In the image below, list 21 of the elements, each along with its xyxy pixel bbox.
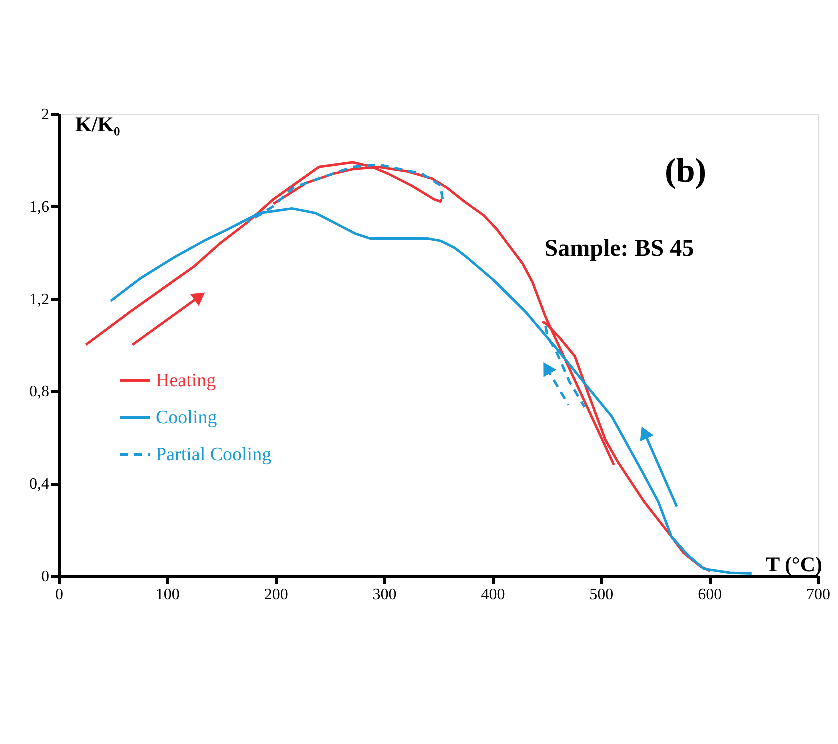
x-tick-label: 200 [264, 586, 288, 604]
x-axis-title: T (°C) [766, 552, 822, 576]
legend-label: Cooling [156, 408, 218, 428]
y-tick-label: 0,4 [30, 476, 50, 494]
y-tick-label: 0,8 [30, 384, 50, 401]
x-tick-label: 400 [481, 586, 506, 604]
y-axis-title: K/K₀ [76, 112, 120, 136]
x-tick-label: 0 [56, 586, 64, 604]
y-tick-label: 2 [42, 106, 50, 124]
annotation: Sample: BS 45 [544, 236, 694, 262]
y-tick-label: 1,2 [30, 291, 50, 308]
legend-label: Partial Cooling [156, 444, 272, 466]
x-tick-label: 600 [698, 586, 722, 604]
x-tick-label: 100 [156, 586, 180, 604]
annotation: (b) [665, 153, 707, 190]
legend-label: Heating [156, 370, 217, 392]
y-tick-label: 1,6 [30, 198, 50, 216]
x-tick-label: 300 [372, 586, 397, 604]
y-tick-label: 0 [42, 568, 50, 586]
x-tick-label: 500 [590, 586, 614, 604]
x-tick-label: 700 [806, 586, 830, 604]
